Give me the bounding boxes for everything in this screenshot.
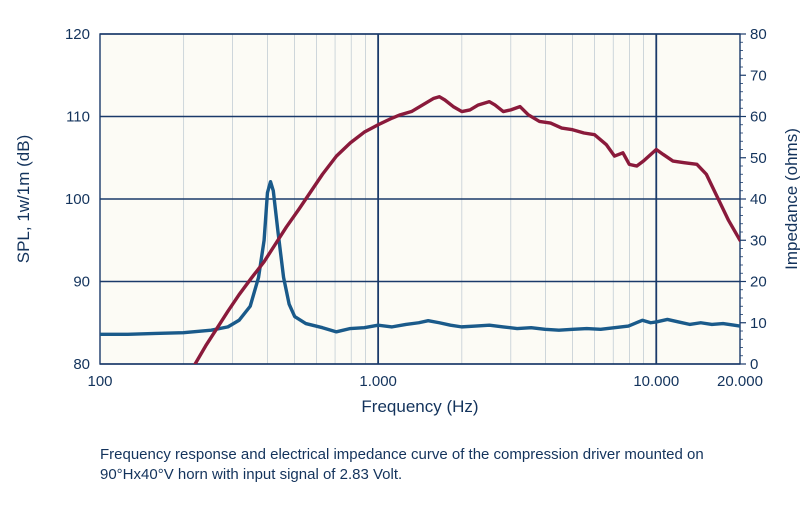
svg-text:20.000: 20.000 (717, 373, 763, 390)
svg-text:50: 50 (750, 150, 767, 167)
svg-text:60: 60 (750, 109, 767, 126)
chart-caption: Frequency response and electrical impeda… (100, 445, 740, 486)
svg-text:10.000: 10.000 (633, 373, 679, 390)
svg-text:90: 90 (73, 274, 90, 291)
svg-text:120: 120 (65, 26, 90, 43)
y-left-axis-label: SPL, 1w/1m (dB) (14, 135, 34, 264)
y-right-axis-label: Impedance (ohms) (782, 128, 800, 270)
svg-text:20: 20 (750, 274, 767, 291)
svg-text:1.000: 1.000 (359, 373, 397, 390)
frequency-impedance-chart: 0 10 20 30 40 50 60 70 80 80 90 100 110 120 100 1.000 10… (0, 0, 800, 513)
svg-text:70: 70 (750, 67, 767, 84)
svg-text:100: 100 (87, 373, 112, 390)
svg-text:40: 40 (750, 191, 767, 208)
svg-text:80: 80 (750, 26, 767, 43)
svg-text:110: 110 (66, 109, 90, 126)
svg-text:10: 10 (750, 315, 767, 332)
svg-text:Frequency (Hz): Frequency (Hz) (361, 397, 478, 416)
svg-text:80: 80 (73, 356, 90, 373)
svg-text:0: 0 (750, 356, 758, 373)
svg-text:30: 30 (750, 232, 767, 249)
svg-text:100: 100 (65, 191, 90, 208)
